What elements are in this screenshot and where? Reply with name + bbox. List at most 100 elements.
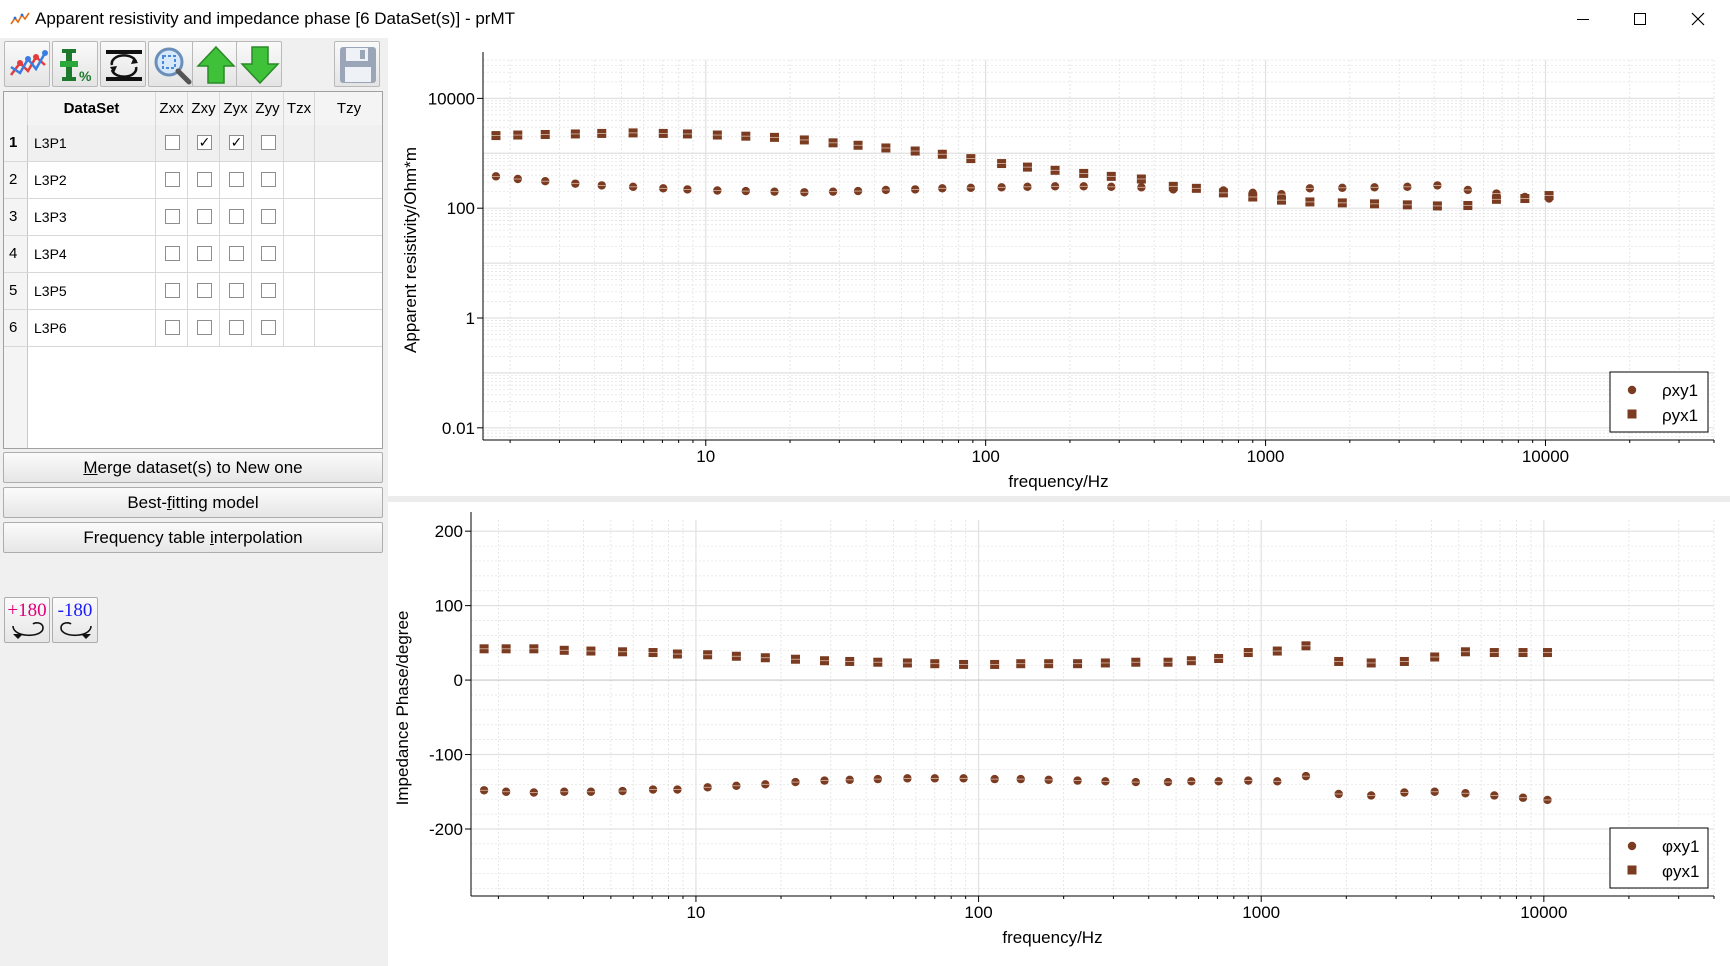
zxx-checkbox[interactable] (165, 209, 180, 224)
merge-mnemonic: M (83, 458, 98, 477)
toolbar: % (4, 41, 384, 89)
table-row[interactable]: 1 L3P1 ✓ ✓ (4, 125, 382, 162)
dataset-cell (28, 236, 156, 272)
cell-zxx (156, 273, 188, 309)
cell-zxy (188, 273, 220, 309)
row-header-empty (4, 347, 28, 448)
dataset-name[interactable]: L3P5 (34, 283, 67, 299)
x-tick-label: 10 (686, 903, 705, 922)
merge-datasets-button[interactable]: Merge dataset(s) to New one (3, 452, 383, 483)
zyy-checkbox[interactable] (261, 209, 276, 224)
zyx-checkbox[interactable] (229, 320, 244, 335)
cell-tzy (315, 162, 382, 198)
header-tzy[interactable]: Tzy (315, 92, 382, 125)
legend-label: ρyx1 (1662, 406, 1698, 425)
legend-square-marker (1627, 865, 1637, 875)
row-number[interactable]: 6 (4, 310, 28, 346)
zoom-button[interactable] (148, 41, 194, 87)
zyx-checkbox[interactable] (229, 246, 244, 261)
zxx-checkbox[interactable] (165, 320, 180, 335)
table-row[interactable]: 6 L3P6 (4, 310, 382, 347)
zyx-checkbox[interactable] (229, 172, 244, 187)
x-tick-label: 10000 (1520, 903, 1567, 922)
row-number[interactable]: 4 (4, 236, 28, 272)
row-number[interactable]: 5 (4, 273, 28, 309)
zxy-checkbox[interactable] (197, 320, 212, 335)
maximize-icon (1634, 13, 1646, 25)
legend-label: ρxy1 (1662, 381, 1698, 400)
rotate-minus-label: -180 (57, 600, 93, 621)
table-row[interactable]: 5 L3P5 (4, 273, 382, 310)
table-row[interactable]: 3 L3P3 (4, 199, 382, 236)
plot-curve-button[interactable] (4, 41, 50, 87)
cell-zyx (220, 199, 252, 235)
resistivity-chart[interactable]: 10 100 1000 10000 0.01 1 100 10000 frequency/Hz A… (388, 38, 1730, 496)
header-dataset[interactable]: DataSet (28, 92, 156, 125)
cell-zyy (252, 162, 284, 198)
zxx-checkbox[interactable] (165, 283, 180, 298)
zxx-checkbox[interactable] (165, 135, 180, 150)
phase-chart[interactable]: 10 100 1000 100002001000-100-200frequency/H… (388, 502, 1730, 966)
dataset-name[interactable]: L3P4 (34, 246, 67, 262)
table-row[interactable]: 4 L3P4 (4, 236, 382, 273)
cell-tzx (284, 310, 315, 346)
zxy-checkbox[interactable] (197, 283, 212, 298)
dataset-name[interactable]: L3P6 (34, 320, 67, 336)
row-number[interactable]: 2 (4, 162, 28, 198)
y-tick-label: 0 (454, 671, 463, 690)
row-number[interactable]: 3 (4, 199, 28, 235)
swap-icon (106, 50, 142, 81)
zxy-checkbox[interactable]: ✓ (197, 134, 212, 150)
dataset-cell (28, 125, 156, 161)
header-zyy[interactable]: Zyy (252, 92, 284, 125)
zyy-checkbox[interactable] (261, 172, 276, 187)
zyy-checkbox[interactable] (261, 320, 276, 335)
zyy-checkbox[interactable] (261, 135, 276, 150)
cell-zxy: ✓ (188, 125, 220, 161)
row-number[interactable]: 1 (4, 125, 28, 161)
cell-zyy (252, 236, 284, 272)
move-up-button[interactable] (192, 41, 238, 87)
rotate-minus-180-button[interactable]: -180 (52, 597, 98, 643)
zyx-checkbox[interactable] (229, 209, 244, 224)
zxy-checkbox[interactable] (197, 172, 212, 187)
dataset-cell (28, 273, 156, 309)
dataset-name[interactable]: L3P3 (34, 209, 67, 225)
cell-tzx (284, 273, 315, 309)
zyx-checkbox[interactable] (229, 283, 244, 298)
legend-square-marker (1627, 409, 1637, 419)
zxx-checkbox[interactable] (165, 246, 180, 261)
dataset-name[interactable]: L3P1 (34, 135, 67, 151)
zxx-checkbox[interactable] (165, 172, 180, 187)
header-zxx[interactable]: Zxx (156, 92, 188, 125)
header-zyx[interactable]: Zyx (220, 92, 252, 125)
maximize-button[interactable] (1611, 0, 1669, 38)
cell-zyy (252, 310, 284, 346)
close-button[interactable] (1669, 0, 1727, 38)
move-down-button[interactable] (236, 41, 282, 87)
header-zxy[interactable]: Zxy (188, 92, 220, 125)
y-tick-label: 0.01 (442, 419, 475, 438)
zxy-checkbox[interactable] (197, 209, 212, 224)
zyy-checkbox[interactable] (261, 283, 276, 298)
table-row[interactable]: 2 L3P2 (4, 162, 382, 199)
chart-grid (483, 59, 1715, 441)
zxy-checkbox[interactable] (197, 246, 212, 261)
swap-button[interactable] (100, 41, 146, 87)
best-fitting-model-button[interactable]: Best-fitting model (3, 487, 383, 518)
zyy-checkbox[interactable] (261, 246, 276, 261)
header-tzx[interactable]: Tzx (284, 92, 315, 125)
best-mnemonic: f (167, 493, 172, 512)
cell-tzy (315, 273, 382, 309)
zyx-checkbox[interactable]: ✓ (229, 134, 244, 150)
cell-tzy (315, 125, 382, 161)
legend-box (1609, 371, 1709, 433)
error-percent-button[interactable]: % (52, 41, 98, 87)
minimize-button[interactable] (1554, 0, 1612, 38)
frequency-interpolation-button[interactable]: Frequency table interpolation (3, 522, 383, 553)
dataset-name[interactable]: L3P2 (34, 172, 67, 188)
rotate-plus-180-button[interactable]: +180 (4, 597, 50, 643)
save-button[interactable] (334, 41, 380, 87)
plot-splitter[interactable] (388, 496, 1730, 502)
cell-zxy (188, 199, 220, 235)
